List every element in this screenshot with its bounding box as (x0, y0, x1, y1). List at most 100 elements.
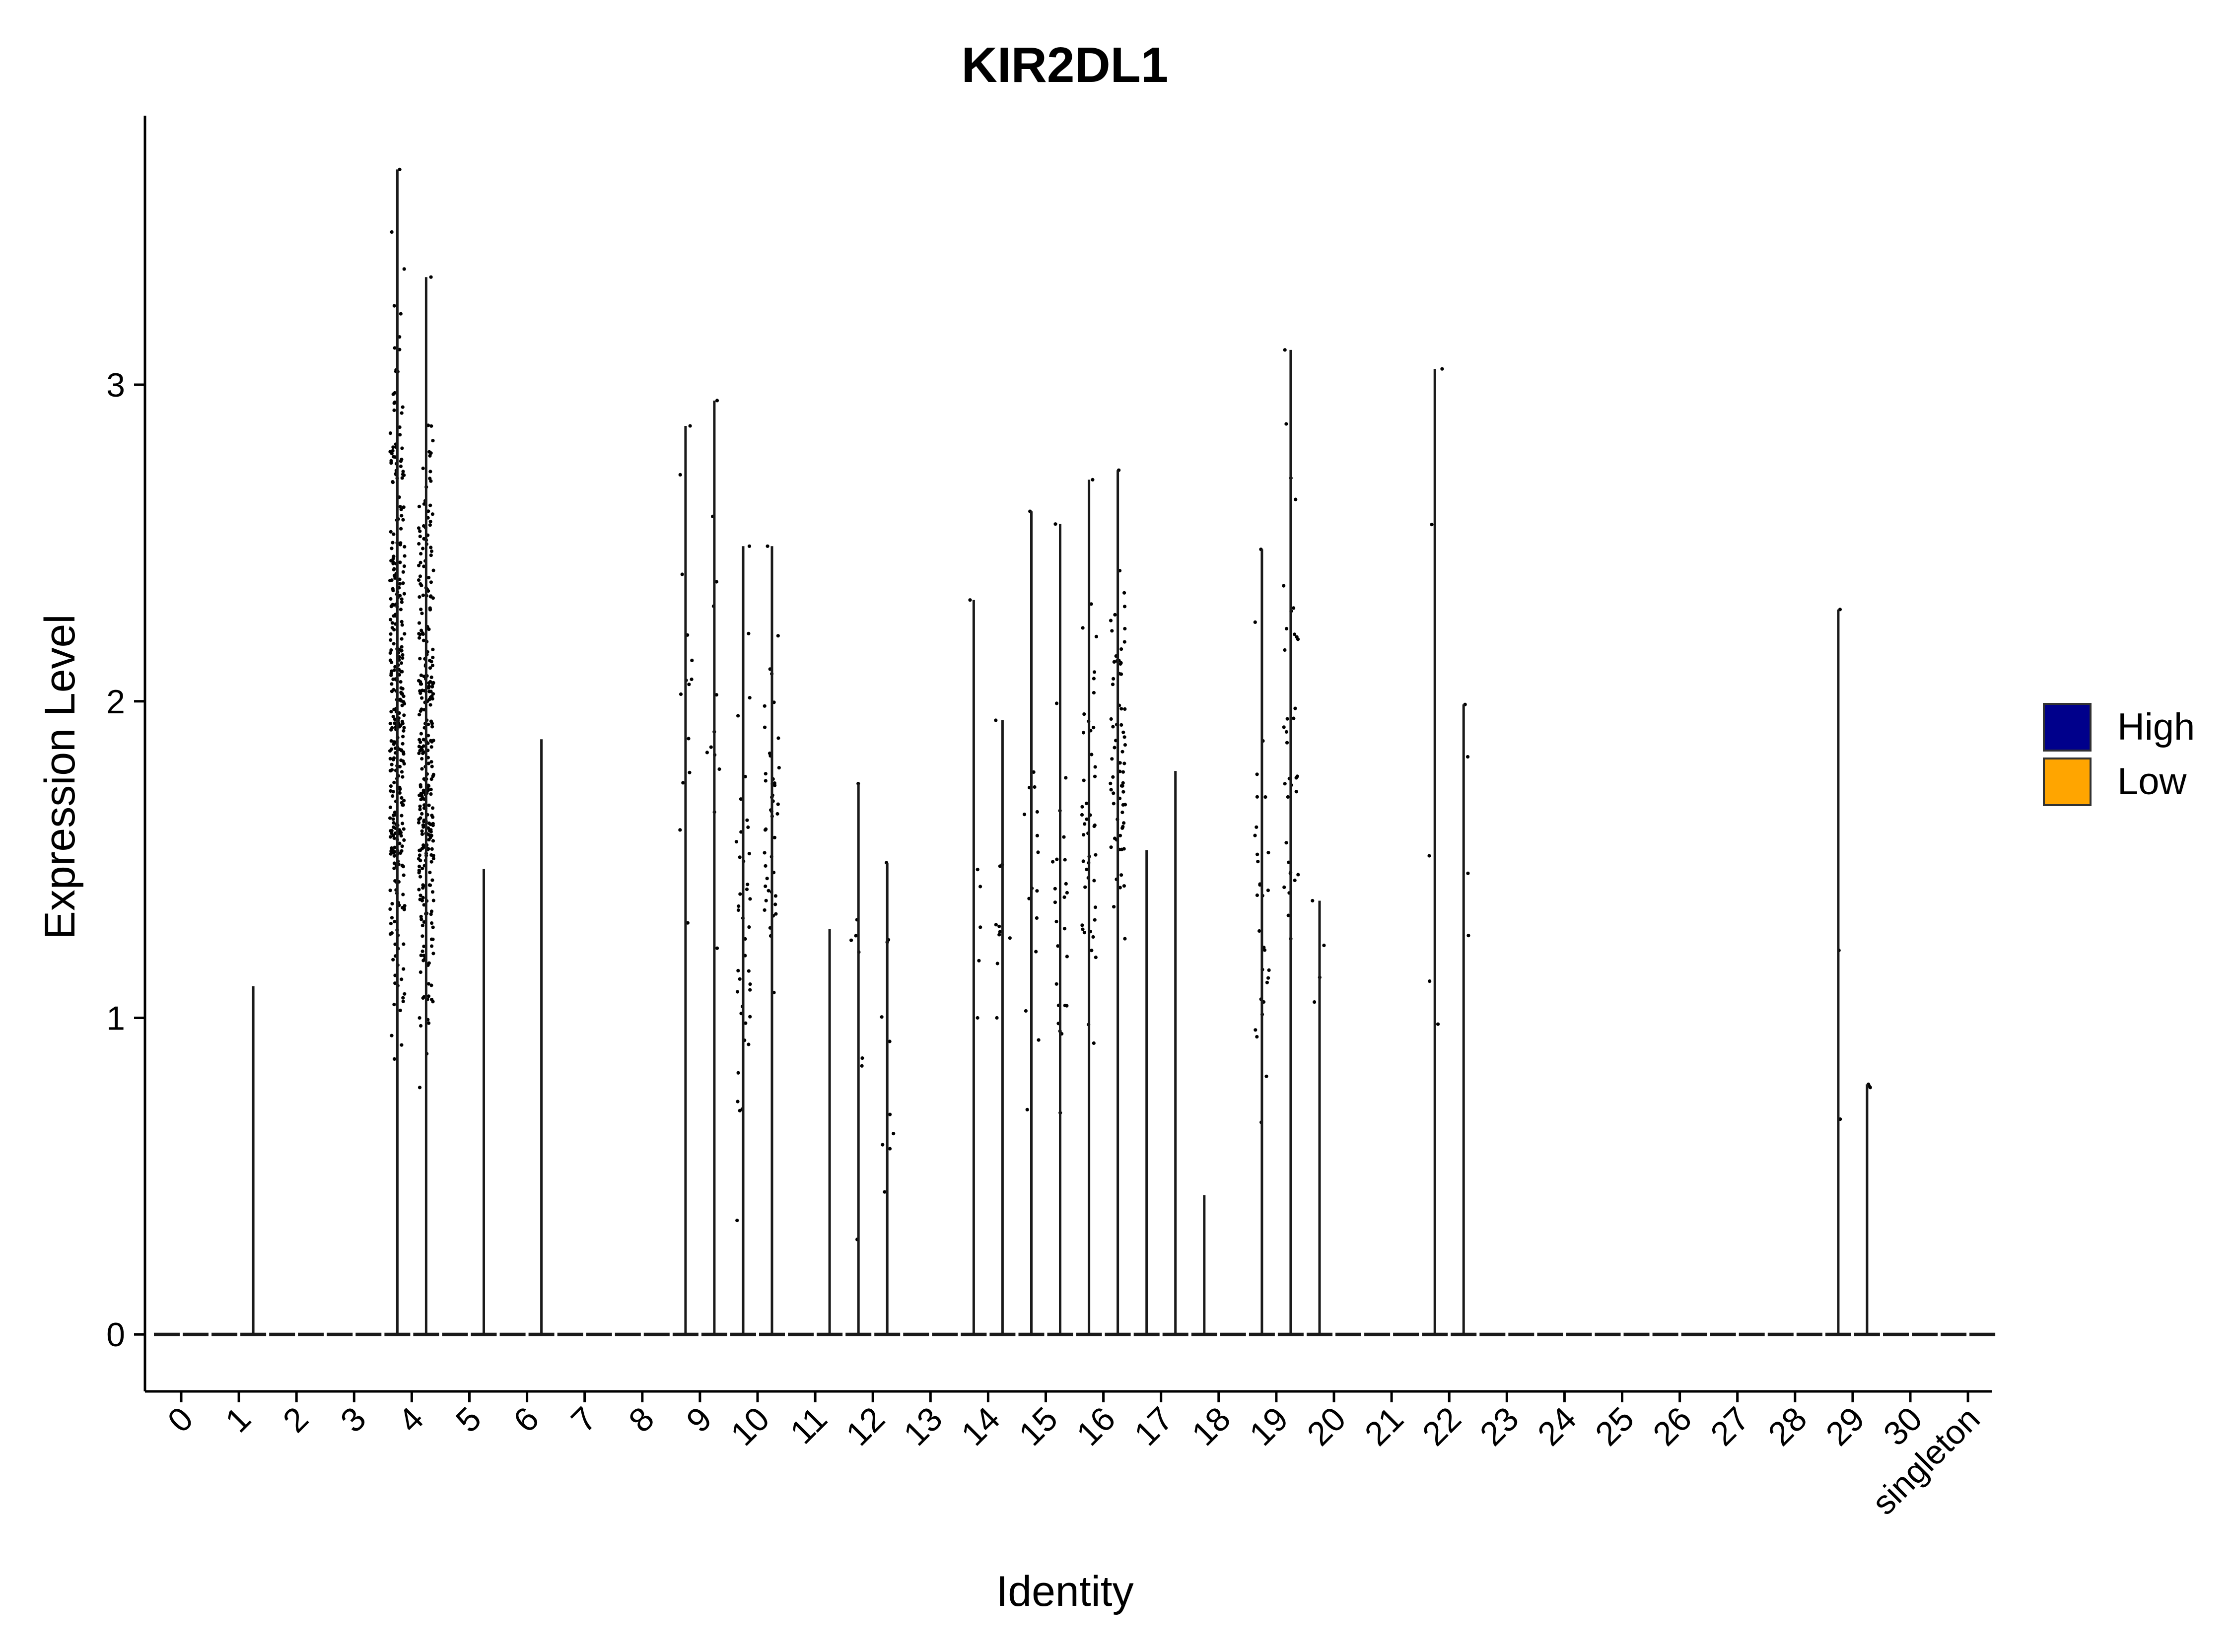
data-point (1025, 1107, 1029, 1111)
data-point (1092, 824, 1096, 828)
data-point (401, 518, 405, 522)
data-point (403, 554, 407, 558)
data-point (748, 696, 752, 700)
data-point (968, 598, 972, 602)
data-point (1037, 1038, 1041, 1042)
data-point (1286, 795, 1290, 799)
data-point (1033, 785, 1037, 789)
data-point (1255, 893, 1259, 897)
data-point (747, 925, 751, 929)
data-point (744, 1021, 748, 1025)
data-point (1118, 761, 1122, 765)
data-point (393, 346, 397, 350)
data-point (1283, 348, 1287, 352)
data-point (429, 739, 433, 743)
data-point (1036, 850, 1040, 854)
data-point (1082, 712, 1086, 716)
data-point (421, 593, 425, 597)
data-point (748, 897, 752, 901)
data-point (421, 843, 425, 847)
data-point (401, 742, 405, 746)
data-point (420, 612, 424, 616)
data-point (419, 682, 423, 686)
data-point (401, 470, 405, 474)
data-point (391, 757, 396, 761)
data-point (399, 312, 403, 316)
data-point (402, 592, 407, 596)
data-point (1284, 730, 1288, 734)
legend-label: Low (2117, 760, 2187, 803)
data-point (1092, 690, 1096, 695)
data-point (735, 990, 740, 994)
data-point (745, 888, 749, 892)
data-point (417, 888, 421, 892)
data-point (1254, 1028, 1257, 1032)
data-point (1253, 620, 1257, 624)
y-tick-label: 0 (106, 1316, 125, 1354)
data-point (390, 621, 395, 625)
data-point (849, 938, 853, 942)
data-point (1093, 774, 1097, 778)
data-point (390, 626, 394, 630)
data-point (1062, 927, 1067, 931)
data-point (431, 822, 435, 826)
data-point (393, 879, 397, 883)
data-point (763, 908, 767, 912)
data-point (401, 822, 405, 826)
data-point (399, 699, 404, 703)
data-point (1257, 929, 1261, 933)
data-point (419, 707, 423, 711)
data-point (428, 503, 432, 507)
data-point (1119, 723, 1123, 727)
data-point (1427, 854, 1431, 858)
data-point (401, 656, 405, 660)
data-point (398, 785, 402, 789)
data-point (1092, 879, 1096, 883)
data-point (393, 973, 397, 977)
data-point (431, 925, 435, 929)
data-point (1255, 795, 1259, 799)
legend-label: High (2117, 706, 2195, 748)
data-point (420, 696, 424, 700)
data-point (429, 479, 433, 483)
data-point (1282, 725, 1286, 729)
data-point (1034, 950, 1038, 954)
data-point (398, 433, 402, 437)
data-point (419, 785, 423, 789)
data-point (1266, 889, 1270, 893)
data-point (392, 532, 396, 536)
data-point (389, 789, 393, 793)
data-point (678, 473, 682, 477)
data-point (400, 411, 404, 415)
data-point (420, 866, 424, 871)
data-point (419, 859, 422, 863)
data-point (393, 845, 397, 849)
data-point (429, 787, 433, 791)
data-point (428, 520, 432, 524)
data-point (994, 923, 998, 927)
data-point (1123, 707, 1127, 711)
data-point (426, 994, 431, 998)
data-point (1084, 801, 1089, 806)
data-point (1292, 716, 1296, 720)
data-point (429, 912, 433, 916)
data-point (1311, 898, 1315, 903)
x-axis-title: Identity (996, 1568, 1133, 1615)
data-point (389, 530, 393, 534)
data-point (391, 958, 395, 962)
data-point (418, 713, 421, 717)
data-point (421, 996, 425, 1000)
data-point (421, 886, 425, 890)
data-point (1112, 802, 1116, 806)
data-point (401, 996, 405, 1000)
data-point (1081, 859, 1085, 863)
data-point (738, 892, 742, 896)
y-axis-ticks: 0 1 2 3 (106, 366, 145, 1354)
data-point (431, 952, 435, 956)
data-point (736, 908, 740, 912)
data-point (883, 1190, 887, 1194)
data-point (392, 603, 396, 607)
data-point (402, 838, 406, 842)
data-point (418, 632, 422, 636)
